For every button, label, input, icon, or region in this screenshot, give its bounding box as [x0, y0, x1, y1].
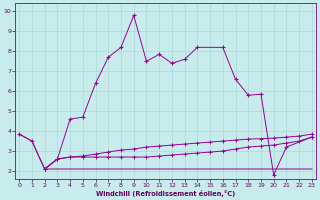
- X-axis label: Windchill (Refroidissement éolien,°C): Windchill (Refroidissement éolien,°C): [96, 190, 235, 197]
